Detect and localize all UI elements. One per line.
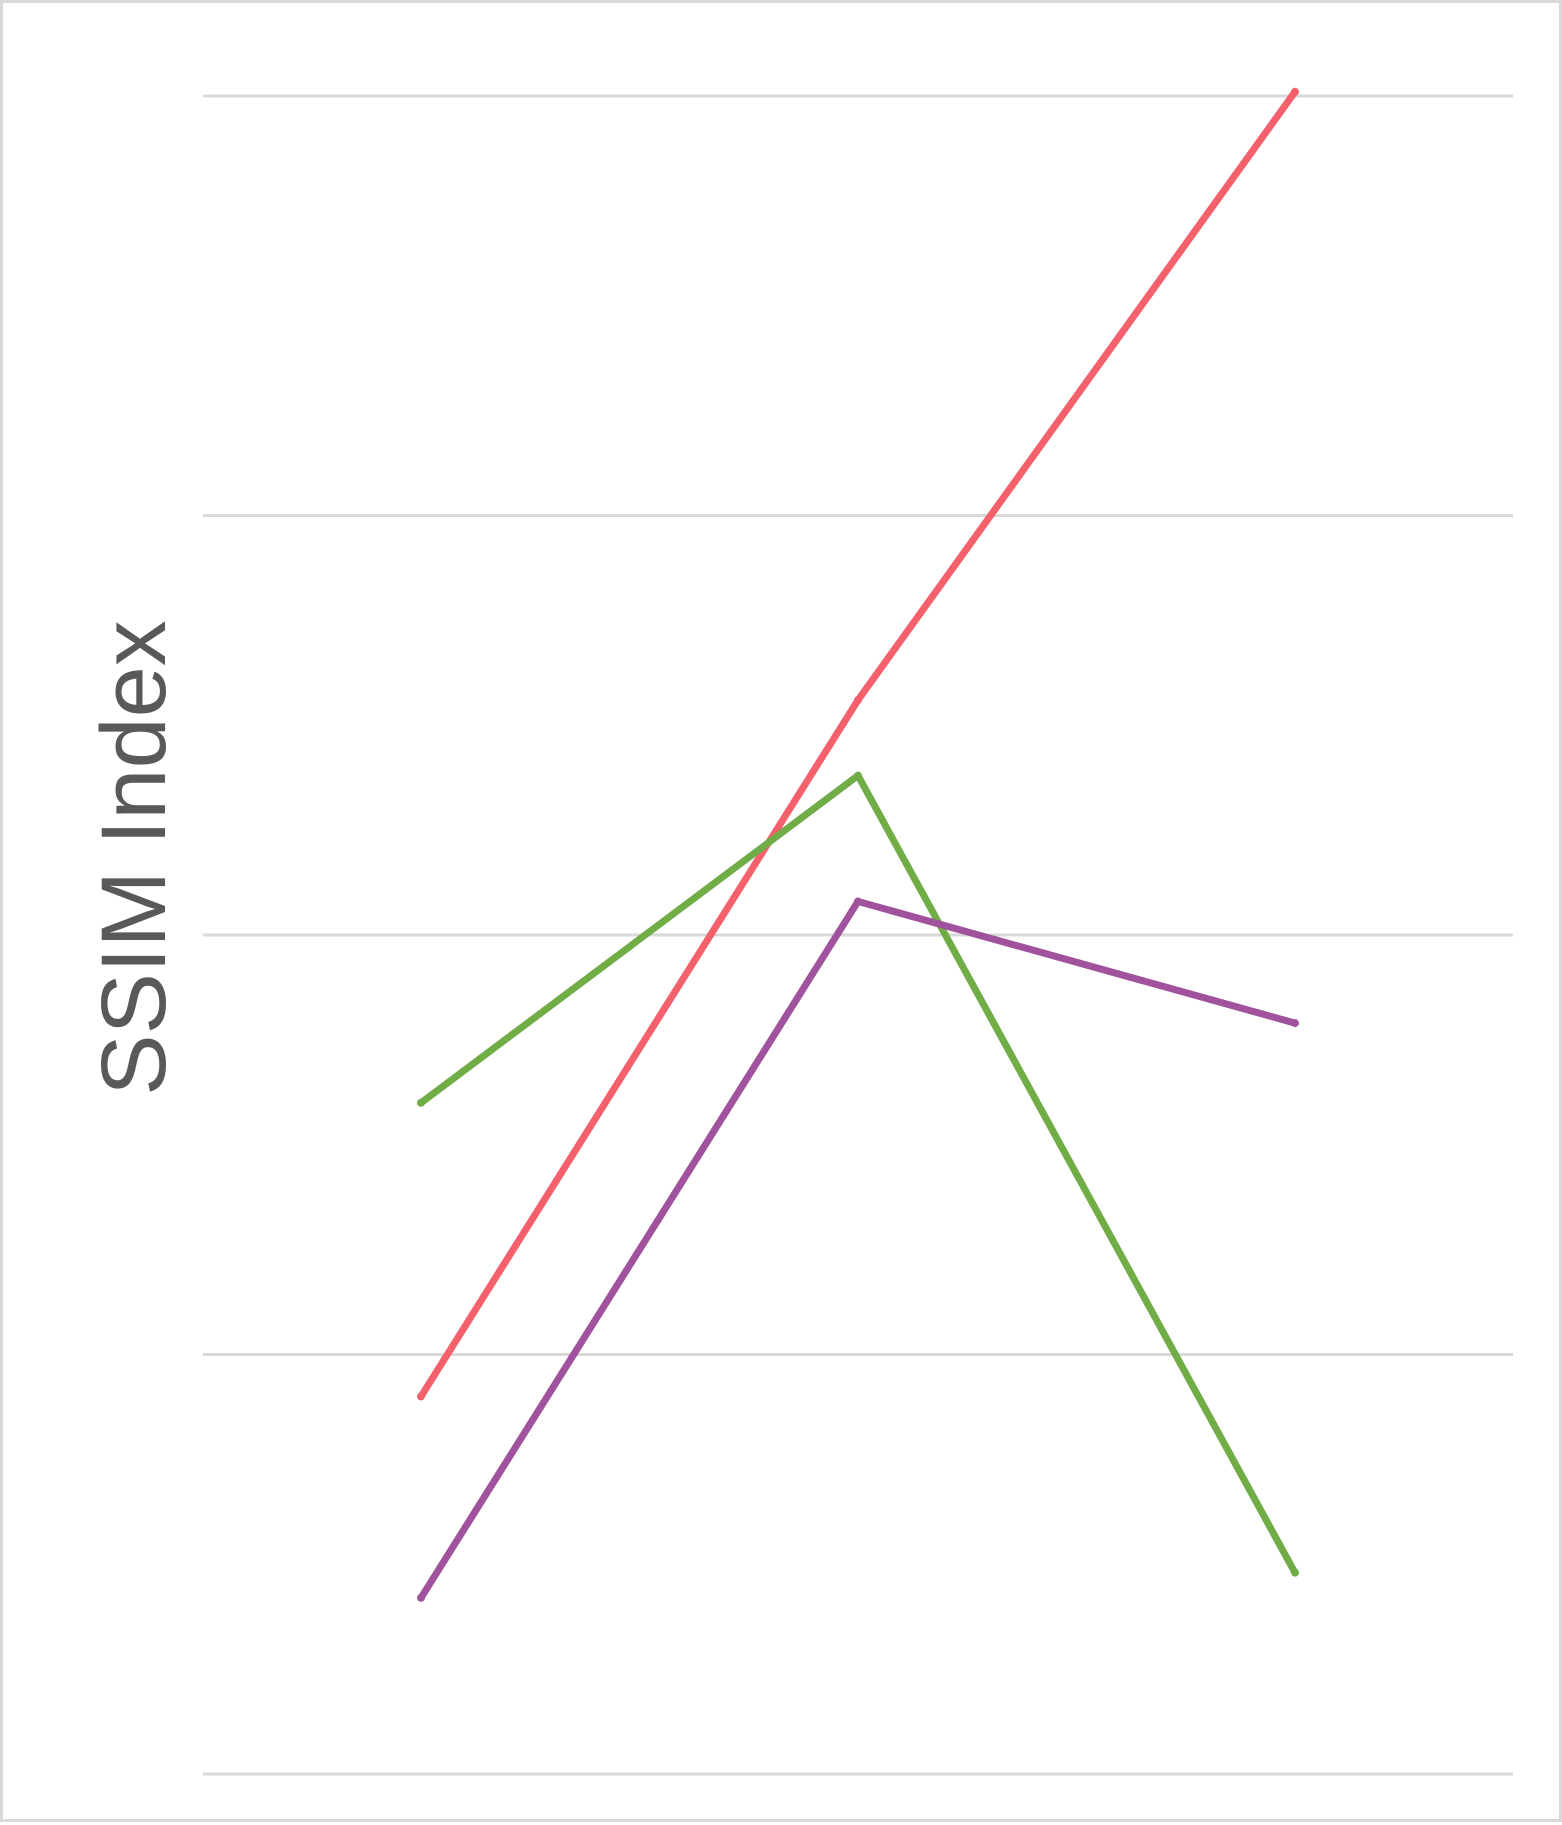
series-3-point-2	[854, 897, 862, 906]
series-2-point-3	[1291, 1568, 1299, 1577]
series-3-point-1	[417, 1593, 425, 1602]
series-line-2	[417, 772, 1299, 1577]
series-1-point-3	[1291, 87, 1299, 96]
series-lines	[417, 87, 1299, 1602]
series-2-point-2	[854, 771, 862, 780]
ssim-line-chart: SSIM Index	[83, 87, 1513, 1776]
series-1-point-2	[854, 696, 862, 705]
y-axis-label: SSIM Index	[83, 620, 185, 1096]
series-line-1	[417, 88, 1299, 1400]
gridlines	[203, 94, 1513, 1776]
series-1-point-1	[417, 1392, 425, 1401]
series-2-point-1	[417, 1098, 425, 1107]
series-3-point-3	[1291, 1019, 1299, 1028]
